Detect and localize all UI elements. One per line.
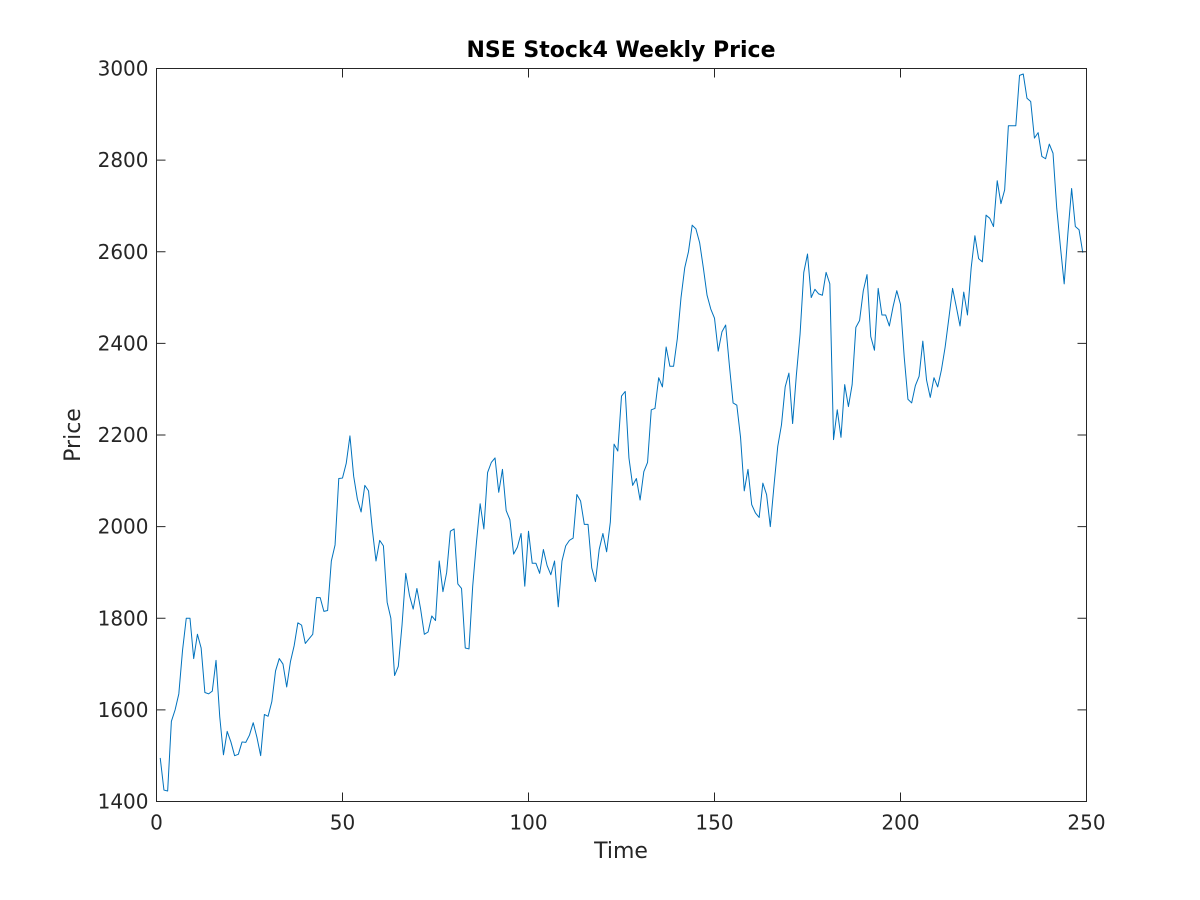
x-tick-label: 50 <box>330 811 355 835</box>
chart-title: NSE Stock4 Weekly Price <box>466 38 775 63</box>
y-tick-label: 1400 <box>98 790 149 814</box>
x-tick-label: 250 <box>1067 811 1105 835</box>
series-line-0 <box>159 73 1084 792</box>
y-tick-label: 1800 <box>98 606 149 630</box>
x-axis-label: Time <box>593 839 648 864</box>
plot-area <box>159 73 1084 792</box>
x-tick-label: 200 <box>881 811 919 835</box>
y-tick-label: 2600 <box>98 240 149 264</box>
x-tick-label: 100 <box>509 811 547 835</box>
y-tick-label: 1600 <box>98 698 149 722</box>
x-tick-label: 150 <box>695 811 733 835</box>
y-axis-label: Price <box>61 408 86 462</box>
y-tick-label: 3000 <box>98 57 149 81</box>
y-tick-label: 2400 <box>98 331 149 355</box>
y-tick-label: 2200 <box>98 423 149 447</box>
axis-ticks: 0 50 100 150 200 250 1400 1600 1800 2000 2200 2400 2… <box>98 57 1106 835</box>
axes-box <box>156 68 1087 802</box>
x-tick-label: 0 <box>150 811 163 835</box>
y-tick-label: 2000 <box>98 515 149 539</box>
y-tick-label: 2800 <box>98 148 149 172</box>
